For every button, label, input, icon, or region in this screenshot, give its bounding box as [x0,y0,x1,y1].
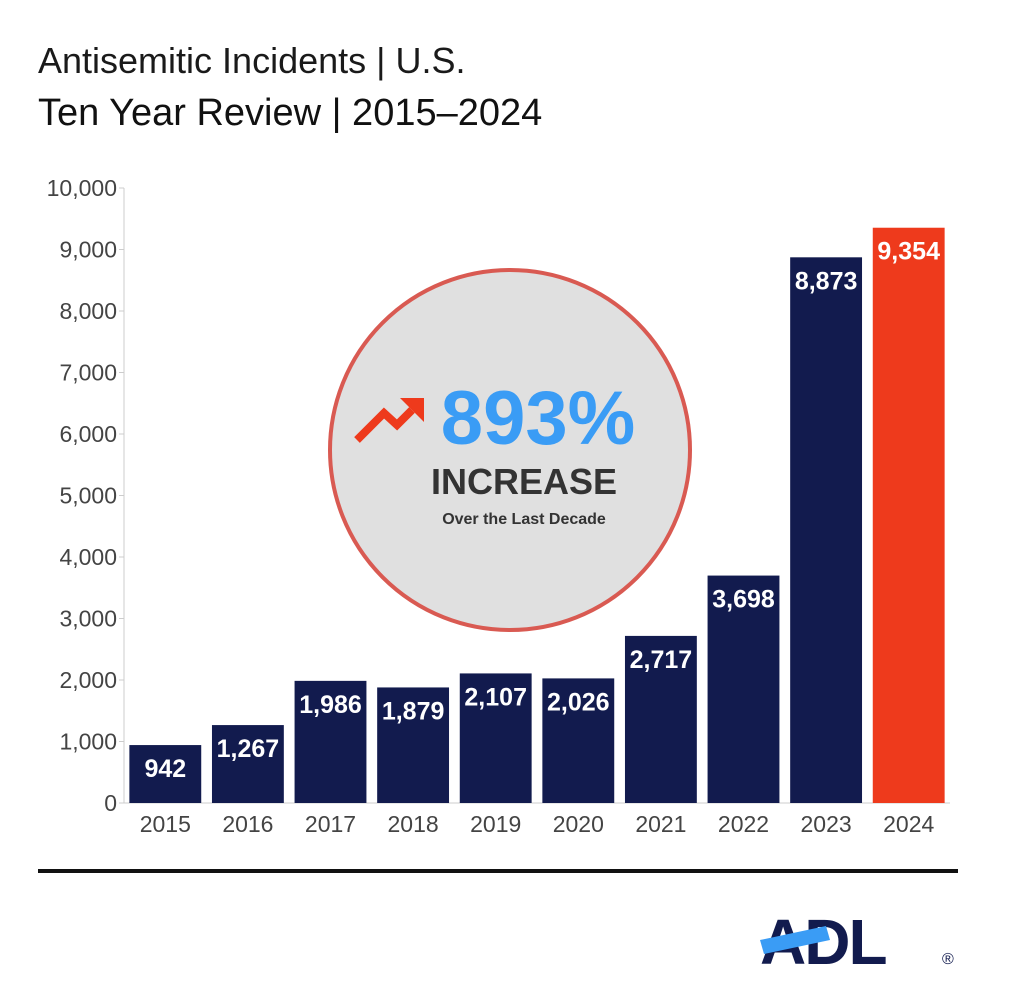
bar-2022 [707,575,780,803]
bar-value-label: 2,026 [547,688,610,716]
x-tick-label: 2024 [883,811,934,837]
y-tick-label: 6,000 [59,421,117,447]
footer-divider [38,869,958,873]
bar-value-label: 2,717 [630,646,693,674]
bar-value-label: 9,354 [877,238,940,266]
bar-2024 [872,227,945,803]
y-tick-label: 0 [104,790,117,816]
y-tick-label: 7,000 [59,360,117,386]
bar-2023 [790,257,863,803]
x-tick-label: 2016 [222,811,273,837]
increase-sublabel: Over the Last Decade [442,511,606,528]
adl-logo: ADL ® [760,906,954,978]
logo-accent-icon [760,926,830,954]
bar-value-label: 1,267 [217,735,280,763]
bar-value-label: 942 [144,755,186,783]
bar-2021 [624,635,697,803]
increase-label: INCREASE [431,461,617,502]
y-tick-label: 10,000 [47,175,117,201]
y-tick-label: 2,000 [59,667,117,693]
y-tick-label: 4,000 [59,544,117,570]
x-tick-label: 2023 [801,811,852,837]
bar-2015 [129,745,202,803]
x-tick-label: 2015 [140,811,191,837]
y-tick-label: 5,000 [59,483,117,509]
y-tick-label: 1,000 [59,729,117,755]
y-tick-label: 8,000 [59,298,117,324]
bar-2016 [211,725,284,803]
x-tick-label: 2020 [553,811,604,837]
chart-subtitle: Ten Year Review | 2015–2024 [38,92,543,134]
bar-value-label: 1,986 [299,691,362,719]
x-tick-label: 2018 [388,811,439,837]
y-tick-label: 3,000 [59,606,117,632]
bar-2020 [542,678,615,803]
bar-value-label: 3,698 [712,586,775,614]
bar-value-label: 1,879 [382,697,445,725]
x-tick-label: 2022 [718,811,769,837]
x-tick-label: 2017 [305,811,356,837]
x-tick-label: 2019 [470,811,521,837]
chart-title: Antisemitic Incidents | U.S. [38,40,466,81]
bar-2017 [294,680,367,803]
y-tick-label: 9,000 [59,237,117,263]
callout-circle [328,268,692,632]
logo-registered-mark: ® [942,951,954,968]
increase-percent: 893% [441,376,635,461]
trend-arrow-icon [354,398,424,443]
bar-value-label: 8,873 [795,267,858,295]
bars-layer: 942 1,267 1,986 1,879 2,107 2,026 2,717 3,698 8,… [129,227,945,803]
bar-2018 [377,687,450,803]
bar-value-label: 2,107 [464,683,527,711]
axis-layer: 0 1,000 2,000 3,000 4,000 5,000 6,000 7,000 8,00… [47,175,950,837]
increase-callout: 893% INCREASE Over the Last Decade [328,268,692,632]
x-tick-label: 2021 [635,811,686,837]
bar-2019 [459,673,532,803]
